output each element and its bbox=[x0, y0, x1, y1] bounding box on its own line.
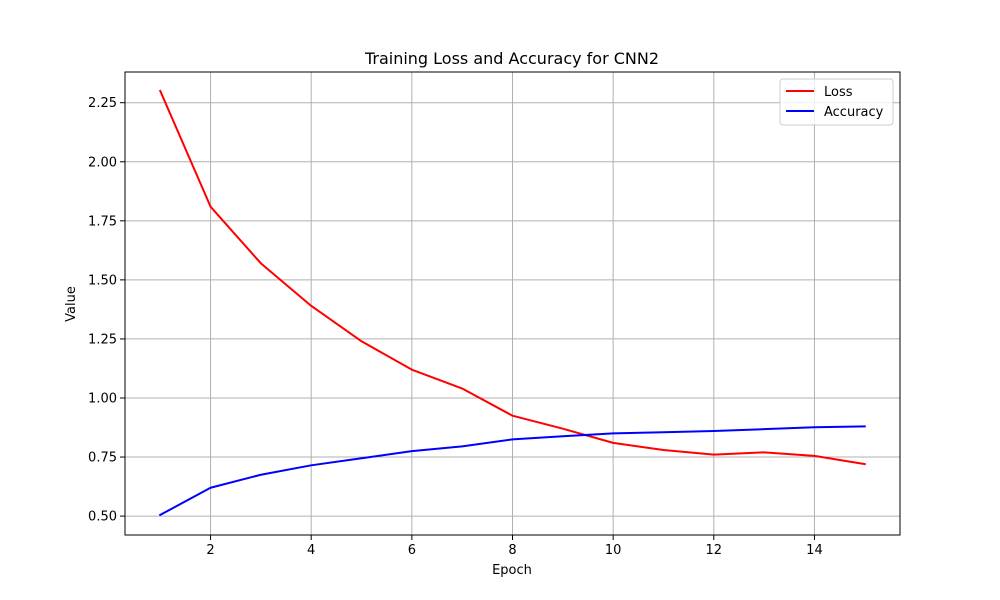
x-tick-label: 4 bbox=[307, 543, 315, 558]
y-tick-label: 1.25 bbox=[88, 332, 117, 347]
y-tick-label: 1.50 bbox=[88, 273, 117, 288]
chart-title: Training Loss and Accuracy for CNN2 bbox=[364, 49, 659, 68]
x-tick-label: 12 bbox=[706, 543, 723, 558]
x-axis-ticks: 2 4 6 8 10 12 14 bbox=[206, 535, 823, 558]
y-axis-ticks: 0.50 0.75 1.00 1.25 1.50 1.75 2.00 2.25 bbox=[88, 96, 125, 525]
x-tick-label: 6 bbox=[408, 543, 416, 558]
x-tick-label: 8 bbox=[508, 543, 516, 558]
y-tick-label: 2.00 bbox=[88, 155, 117, 170]
series-lines bbox=[158, 89, 866, 517]
x-tick-label: 14 bbox=[806, 543, 823, 558]
y-tick-label: 0.50 bbox=[88, 510, 117, 525]
y-tick-label: 2.25 bbox=[88, 96, 117, 111]
x-axis-title: Epoch bbox=[492, 563, 532, 578]
y-tick-label: 1.75 bbox=[88, 214, 117, 229]
legend: Loss Accuracy bbox=[779, 78, 894, 126]
legend-label-accuracy: Accuracy bbox=[824, 105, 884, 120]
series-line-loss bbox=[158, 89, 866, 466]
grid-lines bbox=[125, 72, 900, 535]
y-tick-label: 0.75 bbox=[88, 451, 117, 466]
series-line-accuracy bbox=[158, 425, 866, 517]
x-tick-label: 10 bbox=[605, 543, 622, 558]
x-tick-label: 2 bbox=[206, 543, 214, 558]
y-axis-title: Value bbox=[64, 286, 79, 322]
y-tick-label: 1.00 bbox=[88, 391, 117, 406]
legend-label-loss: Loss bbox=[824, 85, 853, 100]
